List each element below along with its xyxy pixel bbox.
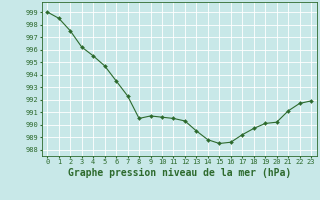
- X-axis label: Graphe pression niveau de la mer (hPa): Graphe pression niveau de la mer (hPa): [68, 168, 291, 178]
